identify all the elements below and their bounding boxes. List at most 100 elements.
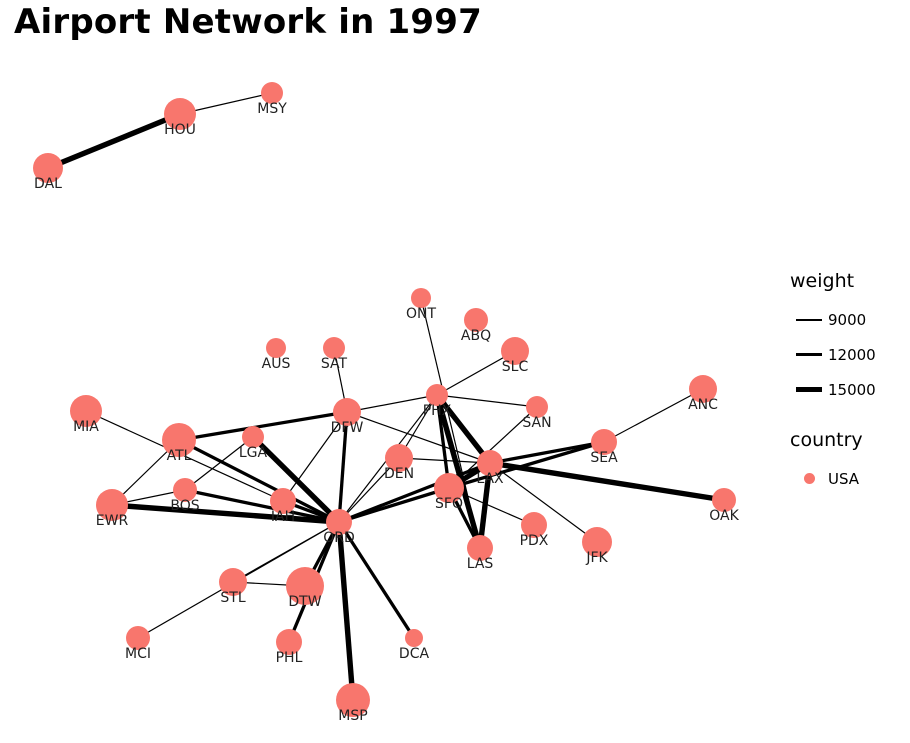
weight-legend-item: 15000 xyxy=(790,372,876,407)
node-mci xyxy=(126,626,150,650)
node-oak xyxy=(712,488,736,512)
edge-sfo-ord xyxy=(338,486,450,524)
node-label-oak: OAK xyxy=(709,508,739,524)
weight-line-swatch xyxy=(796,318,822,321)
node-mia xyxy=(70,395,102,427)
network-graph: HOU MSY DAL ONT ABQ SLC AUS SAT PHX ANC MIA DFW SAN A… xyxy=(33,82,740,724)
edge-dfw-ord xyxy=(337,411,349,523)
weight-legend-label: 15000 xyxy=(828,380,876,399)
weight-legend-item: 9000 xyxy=(790,302,876,337)
edge-lax-jfk xyxy=(489,462,598,543)
node-ord xyxy=(326,509,352,535)
node-anc xyxy=(689,375,717,403)
edge-ord-dca xyxy=(337,521,416,639)
legend: weight 9000 12000 15000 country USA xyxy=(790,270,876,518)
node-label-atl: ATL xyxy=(167,448,192,464)
edge-lga-ord xyxy=(251,435,341,524)
weight-line-swatch xyxy=(796,352,822,357)
node-dca xyxy=(405,629,423,647)
country-legend-title: country xyxy=(790,429,863,451)
node-label-iah: IAH xyxy=(271,509,295,525)
node-las xyxy=(467,535,493,561)
edge-slc-phx xyxy=(436,350,516,396)
node-label-ont: ONT xyxy=(406,306,436,322)
node-label-slc: SLC xyxy=(502,359,529,375)
country-legend-label: USA xyxy=(828,469,860,488)
node-label-lax: LAX xyxy=(476,471,504,487)
edge-dal-hou xyxy=(46,111,182,171)
node-label-abq: ABQ xyxy=(461,328,491,344)
node-dtw xyxy=(286,567,324,605)
node-label-dca: DCA xyxy=(399,646,430,662)
weight-line-swatch xyxy=(796,387,822,392)
node-label-san: SAN xyxy=(522,415,551,431)
edge-phx-lax xyxy=(434,393,493,465)
edge-dfw-atl xyxy=(178,410,348,442)
node-aus xyxy=(266,338,286,358)
edge-atl-ord xyxy=(178,438,340,524)
edge-lax-oak xyxy=(489,460,725,503)
node-msy xyxy=(261,82,283,104)
node-phx xyxy=(426,384,448,406)
node-ewr xyxy=(96,489,128,521)
node-sea xyxy=(591,429,617,455)
node-label-phx: PHX xyxy=(423,403,452,419)
node-label-msp: MSP xyxy=(338,708,367,724)
edge-den-lax xyxy=(398,457,491,464)
edge-lga-bos xyxy=(184,436,254,491)
node-label-sfo: SFO xyxy=(435,496,463,512)
edge-phx-las xyxy=(434,394,483,549)
edge-ewr-ord xyxy=(111,502,340,525)
edge-bos-ord xyxy=(184,488,340,524)
node-label-mci: MCI xyxy=(125,646,151,662)
node-label-den: DEN xyxy=(384,466,414,482)
node-label-bos: BOS xyxy=(170,498,199,514)
node-slc xyxy=(501,337,529,365)
node-dfw xyxy=(333,398,361,426)
edge-lax-las xyxy=(477,462,493,549)
node-abq xyxy=(464,308,488,332)
edge-sfo-pdx xyxy=(448,487,535,526)
node-label-pdx: PDX xyxy=(520,533,549,549)
edge-sea-lax xyxy=(489,440,605,465)
node-bos xyxy=(173,478,197,502)
edge-ord-msp xyxy=(336,521,356,701)
weight-legend-item: 12000 xyxy=(790,337,876,372)
node-label-las: LAS xyxy=(467,556,494,572)
node-label-sea: SEA xyxy=(590,450,618,466)
node-label-ewr: EWR xyxy=(96,513,129,529)
weight-legend-title: weight xyxy=(790,270,855,292)
node-label-dtw: DTW xyxy=(288,594,321,610)
node-label-phl: PHL xyxy=(276,650,303,666)
node-sfo xyxy=(434,473,464,503)
node-phl xyxy=(276,629,302,655)
edge-lax-ord xyxy=(338,461,491,524)
node-atl xyxy=(162,423,196,457)
weight-legend: weight 9000 12000 15000 xyxy=(790,270,876,407)
nodes-layer xyxy=(33,82,736,717)
node-label-stl: STL xyxy=(220,590,245,606)
edge-phx-san xyxy=(436,394,538,408)
node-label-anc: ANC xyxy=(688,397,718,413)
chart-title: Airport Network in 1997 xyxy=(14,2,482,42)
node-lax xyxy=(477,450,503,476)
node-jfk xyxy=(582,527,612,557)
node-msp xyxy=(336,683,370,717)
weight-legend-label: 9000 xyxy=(828,310,867,329)
edge-dfw-lax xyxy=(346,411,491,464)
country-legend: country USA xyxy=(790,429,876,496)
country-dot-swatch xyxy=(803,473,815,484)
weight-legend-label: 12000 xyxy=(828,345,876,364)
node-label-hou: HOU xyxy=(164,122,196,138)
edge-dfw-iah xyxy=(282,411,348,502)
node-label-ord: ORD xyxy=(323,530,355,546)
node-iah xyxy=(270,488,296,514)
node-den xyxy=(385,444,413,472)
node-label-lga: LGA xyxy=(239,445,268,461)
node-label-mia: MIA xyxy=(73,419,99,435)
edge-phx-dfw xyxy=(346,394,438,413)
edge-phx-sfo xyxy=(435,394,451,489)
labels-layer: HOU MSY DAL ONT ABQ SLC AUS SAT PHX ANC MIA DFW SAN A… xyxy=(34,101,740,724)
node-dal xyxy=(33,153,63,183)
node-ont xyxy=(411,288,431,308)
